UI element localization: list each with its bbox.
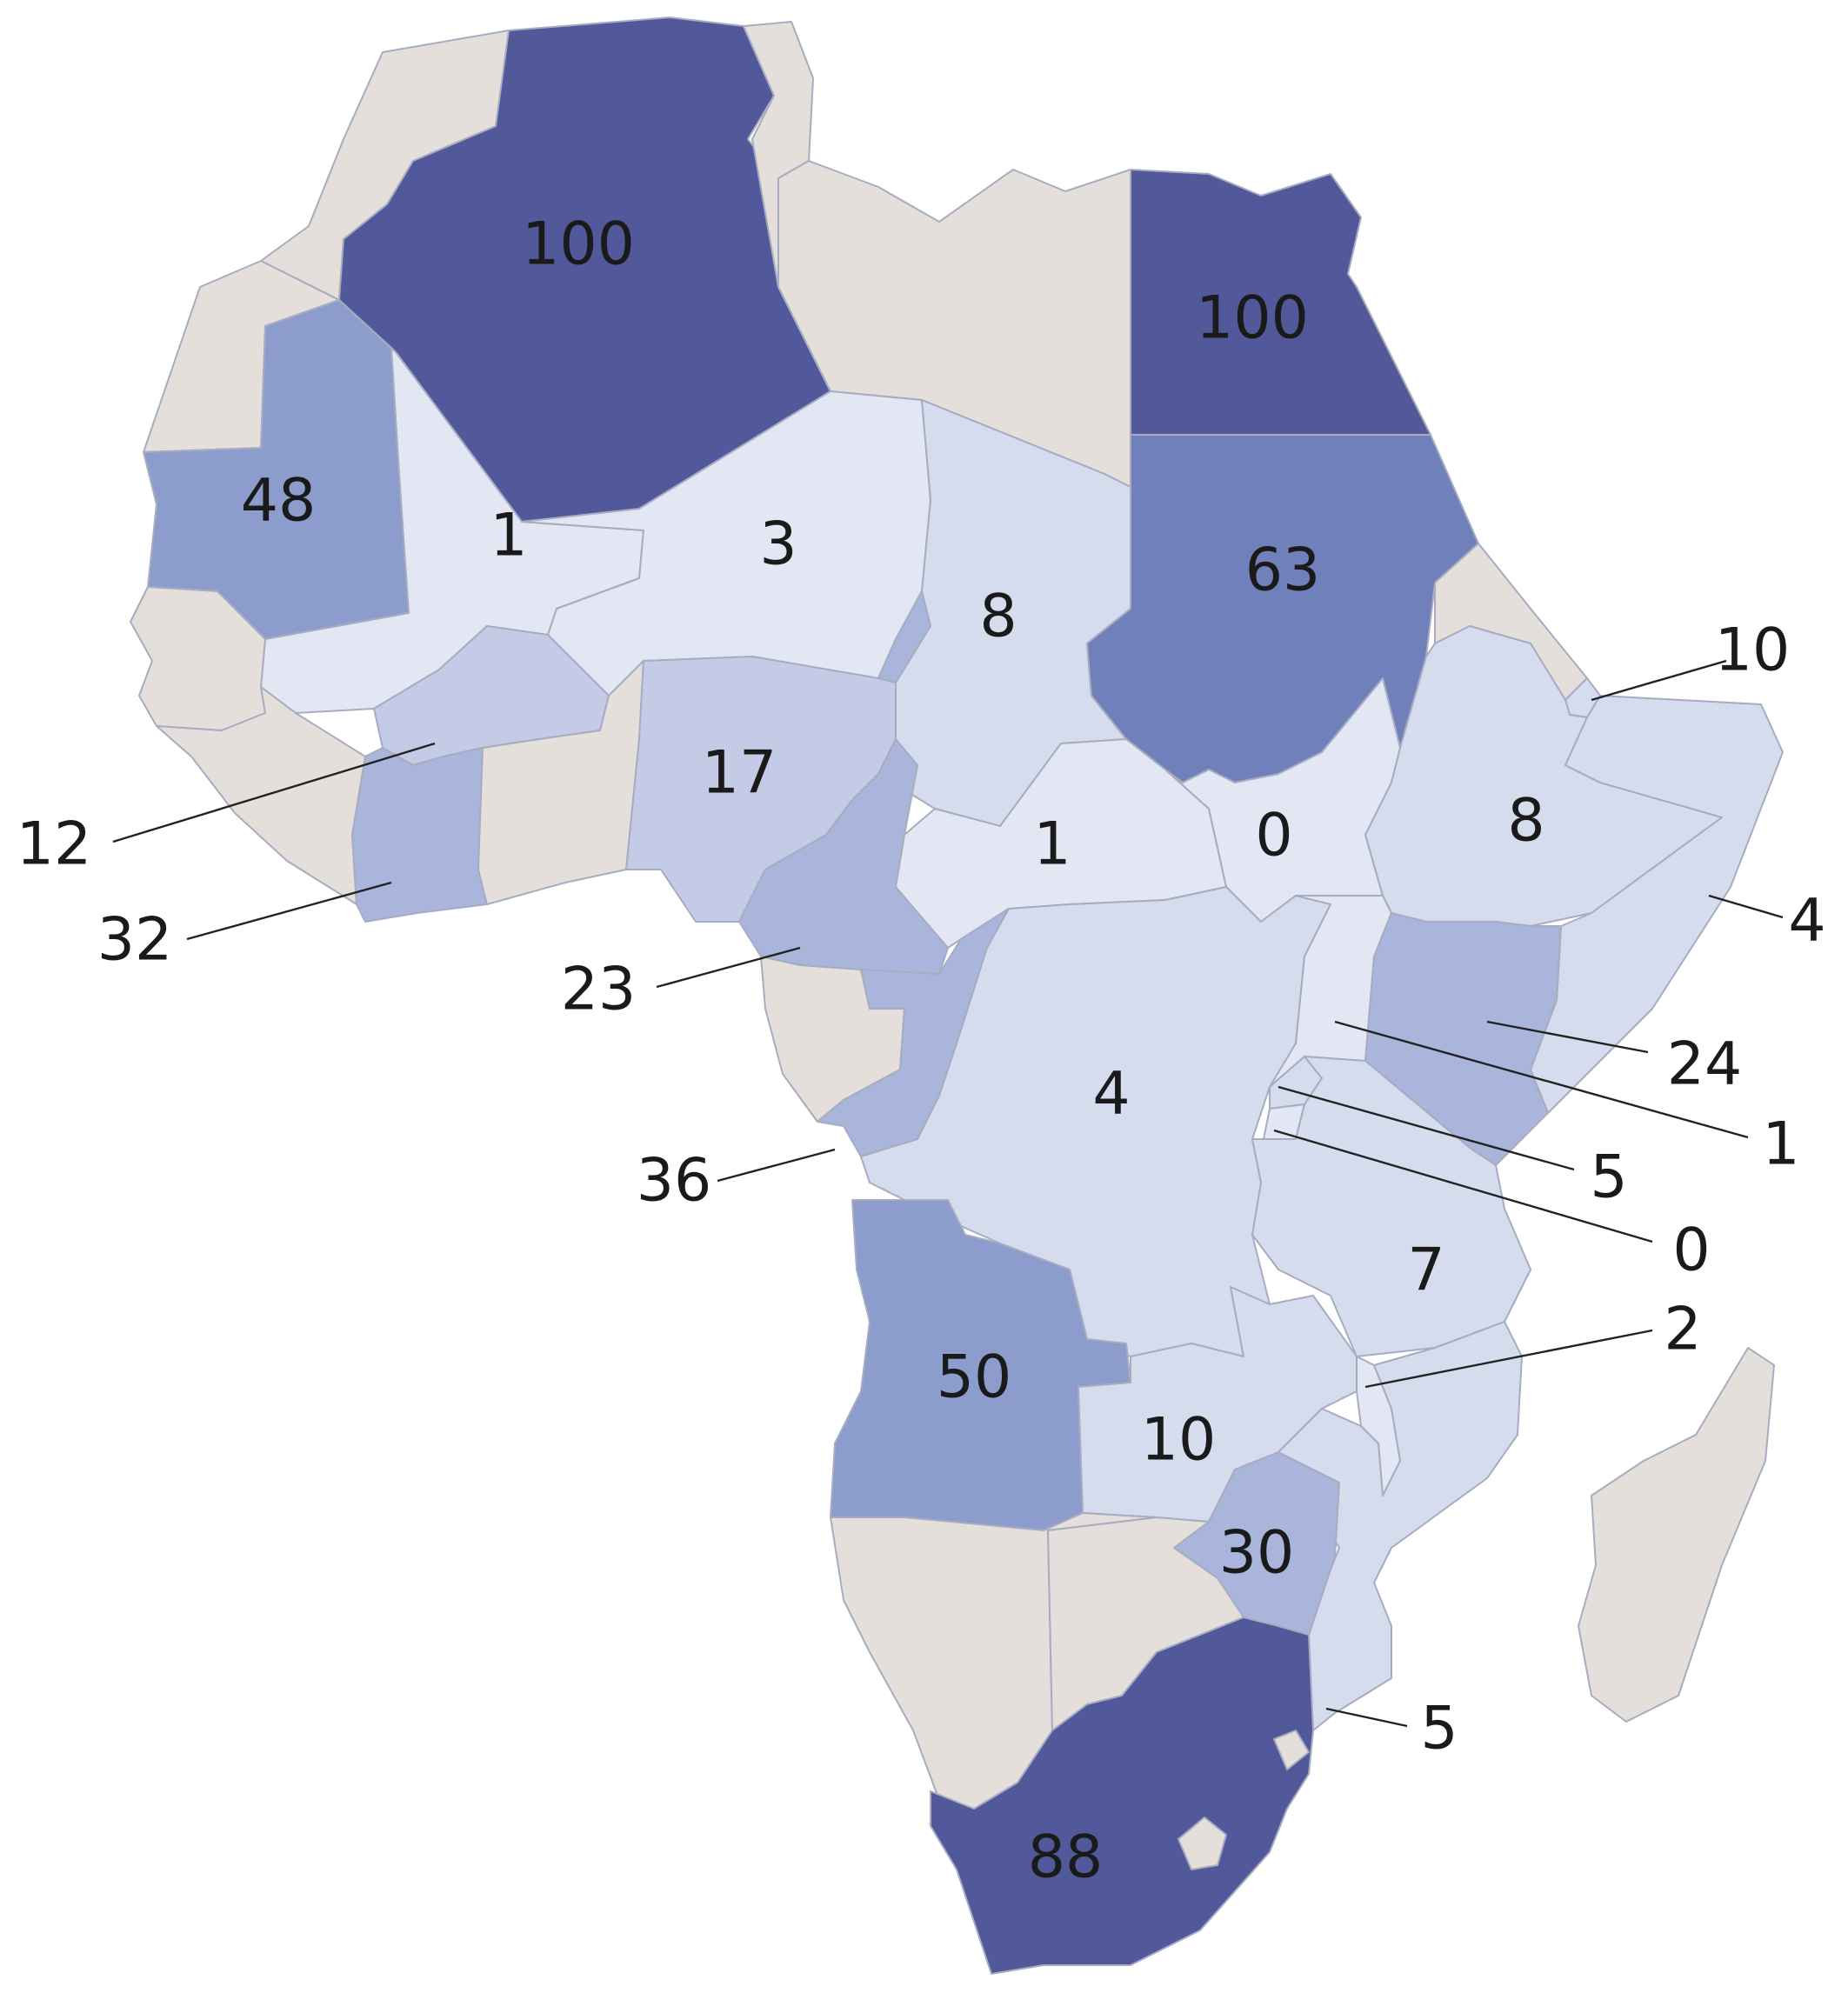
- leader-line-somalia: [1708, 894, 1784, 919]
- value-label-south-sudan: 0: [1255, 802, 1292, 870]
- value-label-mali: 1: [490, 502, 527, 570]
- leader-line-cote-divoire: [186, 881, 392, 941]
- value-label-kenya: 24: [1667, 1030, 1743, 1099]
- country-tanzania: [1251, 1056, 1531, 1357]
- value-label-zimbabwe: 30: [1219, 1519, 1295, 1588]
- value-label-burkina-faso: 12: [17, 810, 92, 879]
- leader-line-djibouti: [1591, 659, 1727, 702]
- value-label-car: 1: [1033, 810, 1071, 879]
- leader-line-burkina-faso: [112, 742, 436, 843]
- leader-line-uganda: [1334, 1020, 1749, 1139]
- value-label-congo: 36: [637, 1147, 712, 1216]
- leader-line-malawi: [1364, 1329, 1653, 1389]
- value-label-zambia: 10: [1141, 1406, 1217, 1475]
- value-label-cameroon: 23: [561, 956, 637, 1024]
- country-lesotho: [1178, 1816, 1227, 1870]
- leader-lines: [112, 659, 1784, 1728]
- value-label-chad: 8: [979, 583, 1017, 651]
- value-label-cote-divoire: 32: [97, 906, 173, 975]
- value-label-south-africa: 88: [1028, 1823, 1104, 1892]
- country-cote-divoire: [351, 747, 488, 923]
- value-label-ethiopia: 8: [1507, 787, 1544, 856]
- value-label-sudan: 63: [1245, 537, 1321, 605]
- value-label-algeria: 100: [522, 210, 635, 279]
- country-madagascar: [1578, 1347, 1775, 1723]
- value-label-uganda: 1: [1762, 1110, 1799, 1179]
- value-label-malawi: 2: [1664, 1296, 1701, 1364]
- country-ethiopia: [1364, 625, 1723, 927]
- value-label-drc: 4: [1092, 1060, 1130, 1129]
- value-label-somalia: 4: [1788, 887, 1825, 956]
- value-label-mozambique: 5: [1420, 1695, 1458, 1763]
- leader-line-burundi: [1273, 1129, 1653, 1243]
- value-label-burundi: 0: [1672, 1216, 1710, 1285]
- value-label-nigeria: 17: [702, 739, 777, 808]
- value-label-angola: 50: [937, 1343, 1012, 1412]
- leader-line-mozambique: [1325, 1707, 1408, 1728]
- value-label-rwanda: 5: [1590, 1143, 1627, 1212]
- value-label-egypt: 100: [1196, 284, 1309, 353]
- leader-line-congo: [717, 1148, 836, 1183]
- leader-line-cameroon: [656, 946, 801, 989]
- country-eswatini: [1273, 1730, 1310, 1770]
- country-south-africa: [930, 1616, 1314, 1975]
- country-shapes: [130, 17, 1784, 1975]
- leader-line-kenya: [1486, 1020, 1649, 1054]
- value-label-mauritania: 48: [241, 467, 317, 536]
- leader-line-rwanda: [1278, 1085, 1575, 1171]
- value-label-tanzania: 7: [1407, 1236, 1444, 1305]
- value-label-niger: 3: [759, 510, 797, 579]
- value-label-djibouti: 10: [1715, 617, 1791, 685]
